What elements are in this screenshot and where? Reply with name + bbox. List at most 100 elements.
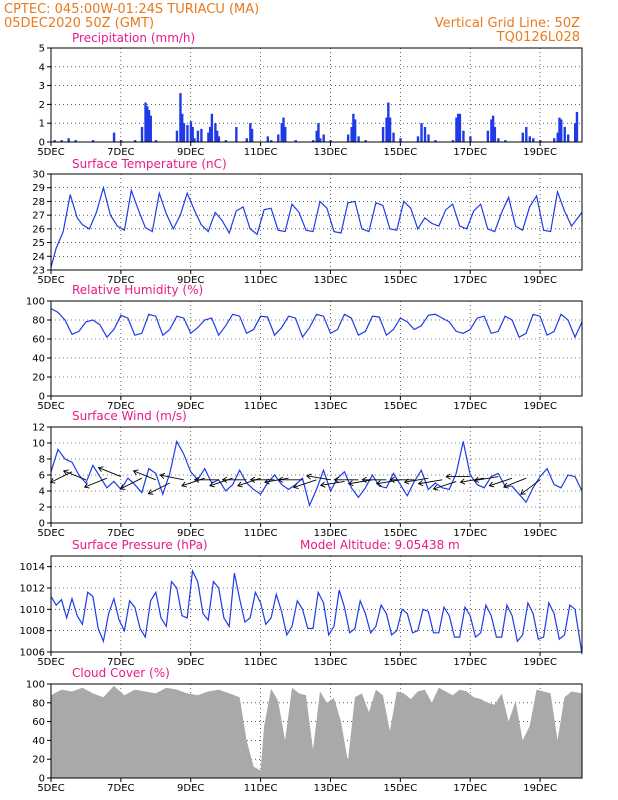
precip-bar [112,132,116,142]
wind-xtick-label: 5DEC [37,528,64,539]
wind-vector-head [132,469,139,476]
pres-xtick-label: 19DEC [523,657,557,668]
wind-vector-head [193,476,200,483]
precip-bar [67,138,70,142]
precip-bar [556,132,559,142]
wind-panel: 0 2 4 6 8 10 12 5DEC 7DEC 9DEC 11DEC 13DEC 15DEC 17DE… [32,423,583,539]
pres-xtick-label: 5DEC [37,657,64,668]
rh-xtick-label: 13DEC [314,401,348,412]
rh-ytick-label: 80 [32,316,45,327]
temp-ytick-label: 23 [32,266,45,277]
wind-xtick-label: 17DEC [453,528,487,539]
rh-ytick-label: 60 [32,335,45,346]
precip-xtick-label: 11DEC [244,147,278,158]
rh-xtick-label: 15DEC [383,401,417,412]
wind-vector-head [488,481,495,488]
precip-bar [149,115,152,142]
header-grid-note: Vertical Grid Line: 50Z [435,16,580,31]
rh-xtick-label: 5DEC [37,401,64,412]
wind-vector-head [264,478,270,485]
precip-bar [560,119,563,142]
precip-bar [563,126,566,142]
wind-xtick-label: 19DEC [523,528,557,539]
pres-panel: 1006 1008 1010 1012 1014 5DEC 7DEC 9DEC 11DEC 13D… [20,555,583,668]
precip-bar [381,126,385,142]
temp-title: Surface Temperature (nC) [72,157,227,171]
wind-vector-head [333,476,339,483]
precip-bar [270,140,273,142]
precip-bar [154,140,158,142]
wind-vector-head [432,484,439,491]
precip-ytick-label: 5 [39,44,45,55]
precip-bar [207,132,210,142]
temp-xtick-label: 11DEC [244,275,278,286]
rh-title: Relative Humidity (%) [72,283,203,297]
temp-ytick-label: 28 [32,197,45,208]
wind-vector [160,474,184,481]
wind-vector [133,470,156,481]
wind-vector [404,477,429,483]
temp-ytick-label: 29 [32,183,45,194]
rh-ytick-label: 100 [26,297,45,308]
precip-bar [208,126,212,142]
temp-xtick-label: 13DEC [314,275,348,286]
temp-ytick-label: 24 [32,252,45,263]
temp-series-line [50,185,583,268]
temp-frame [50,173,583,271]
cloud-xtick-label: 5DEC [37,783,64,794]
precip-bar [215,130,219,142]
precip-bar [189,121,193,142]
cloud-xtick-label: 19DEC [523,783,557,794]
wind-vector [433,480,457,490]
wind-vector-head [62,469,69,476]
precip-ytick-label: 1 [39,119,45,130]
header-model-id: TQ0126L028 [496,30,580,45]
header-run-time: 05DEC2020 50Z (GMT) [4,16,154,31]
cloud-xtick-label: 11DEC [244,783,278,794]
wind-vector [98,467,122,478]
precip-bar [186,125,189,142]
precip-bar [146,106,149,142]
wind-vector-head [417,480,424,487]
cloud-xtick-label: 7DEC [107,783,134,794]
precip-bar [456,113,460,142]
wind-vector-head [361,476,367,483]
precip-bar [214,123,217,142]
precip-bar [175,130,179,142]
wind-ytick-label: 10 [32,439,45,450]
pres-xtick-label: 9DEC [177,657,204,668]
precip-ytick-label: 0 [39,138,45,149]
precip-xtick-label: 9DEC [177,147,204,158]
rh-ytick-label: 40 [32,354,45,365]
precip-bar [420,123,423,142]
wind-vector-head [277,476,283,483]
cloud-ytick-label: 80 [32,698,45,709]
cloud-title: Cloud Cover (%) [72,666,170,680]
wind-vector [474,476,499,481]
cloud-ytick-label: 40 [32,736,45,747]
precip-ytick-label: 2 [39,100,45,111]
wind-vector [84,477,108,488]
wind-vector [293,479,317,488]
temp-ytick-label: 27 [32,211,45,222]
precip-bar [352,113,355,142]
precip-bar [315,130,318,142]
precip-xtick-label: 13DEC [314,147,348,158]
precip-bar [567,134,570,142]
cloud-xtick-label: 15DEC [383,783,417,794]
precip-bar [140,126,144,142]
temp-xtick-label: 15DEC [383,275,417,286]
precip-xtick-label: 7DEC [107,147,134,158]
precip-bar [217,136,221,142]
cloud-panel: 0 20 40 60 80 100 5DEC 7DEC 9DEC 11DEC 13DEC 15DEC 1… [26,680,583,794]
precip-bar [119,140,123,142]
wind-vector-head [249,476,256,483]
wind-series-line [50,439,583,508]
precip-bar [346,134,350,142]
wind-vector [460,477,485,483]
precip-bar [434,140,437,142]
precip-bar [392,132,395,142]
precip-bar [147,110,151,142]
precip-bar [284,126,287,142]
wind-vector-head [97,466,104,473]
